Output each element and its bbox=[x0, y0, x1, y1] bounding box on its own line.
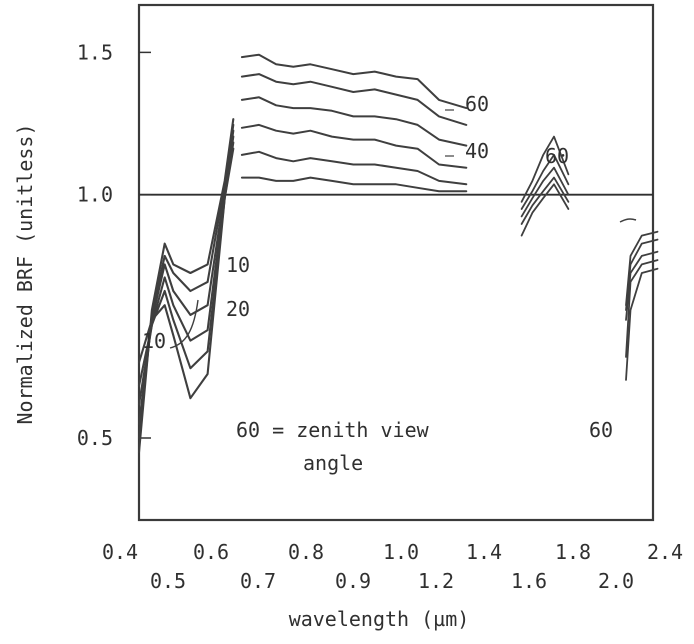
nir-curve-4 bbox=[240, 123, 468, 169]
swir1-curve-5 bbox=[520, 183, 570, 237]
text-layer: 0.5 1.0 1.5 0.4 0.6 0.8 1.0 1.4 1.8 2.4 0.5 0.7 0.9 1… bbox=[13, 40, 683, 631]
label-10-middle: 10 bbox=[226, 253, 250, 277]
y-axis-label: Normalized BRF (unitless) bbox=[13, 123, 37, 424]
label-60-upper: 60 bbox=[465, 92, 489, 116]
x-tick-label-top: 0.8 bbox=[288, 540, 324, 564]
nir-curve-6 bbox=[240, 176, 468, 193]
zenith-note-line2: angle bbox=[303, 451, 363, 475]
label-40: 40 bbox=[465, 139, 489, 163]
label-10-left: 10 bbox=[142, 329, 166, 353]
x-tick-label-top: 1.8 bbox=[555, 540, 591, 564]
x-tick-label-bottom: 1.2 bbox=[418, 569, 454, 593]
label-10-leader bbox=[169, 299, 199, 349]
visible-curve-2 bbox=[137, 123, 235, 440]
x-tick-label-top: 1.4 bbox=[466, 540, 502, 564]
label-60-far-swir: 60 bbox=[589, 418, 613, 442]
x-tick-label-bottom: 2.0 bbox=[598, 569, 634, 593]
x-tick-label-bottom: 0.7 bbox=[240, 569, 276, 593]
label-20: 20 bbox=[226, 297, 250, 321]
zenith-note-line1: 60 = zenith view bbox=[236, 418, 430, 442]
swir1-curve-4 bbox=[520, 176, 570, 225]
x-tick-label-top: 0.6 bbox=[193, 540, 229, 564]
x-axis-label: wavelength (µm) bbox=[289, 607, 470, 631]
nir-curve-5 bbox=[240, 150, 468, 186]
swir2-curve-4 bbox=[625, 259, 659, 358]
far-swir-short-curve bbox=[619, 218, 637, 223]
swir1-curve-1 bbox=[520, 135, 570, 203]
nir-curve-2 bbox=[240, 73, 468, 126]
x-tick-label-top: 0.4 bbox=[102, 540, 138, 564]
y-tick-label: 1.0 bbox=[77, 183, 113, 207]
visible-curve-6 bbox=[137, 147, 235, 400]
label-60-swir: 60 bbox=[545, 144, 569, 168]
nir-curve-1 bbox=[240, 53, 468, 110]
swir1-curve-3 bbox=[520, 166, 570, 218]
swir2-curve-5 bbox=[625, 267, 659, 381]
x-tick-label-top: 1.0 bbox=[383, 540, 419, 564]
nir-curve-3 bbox=[240, 96, 468, 147]
plot-frame bbox=[137, 3, 655, 522]
y-tick-label: 0.5 bbox=[77, 426, 113, 450]
x-tick-label-top: 2.4 bbox=[647, 540, 683, 564]
swir2-curve-3 bbox=[625, 250, 659, 321]
x-tick-label-bottom: 1.6 bbox=[511, 569, 547, 593]
x-tick-label-bottom: 0.5 bbox=[150, 569, 186, 593]
x-tick-label-bottom: 0.9 bbox=[335, 569, 371, 593]
curve-layer bbox=[137, 53, 659, 454]
swir1-curve-2 bbox=[520, 154, 570, 210]
y-tick-label: 1.5 bbox=[77, 40, 113, 64]
